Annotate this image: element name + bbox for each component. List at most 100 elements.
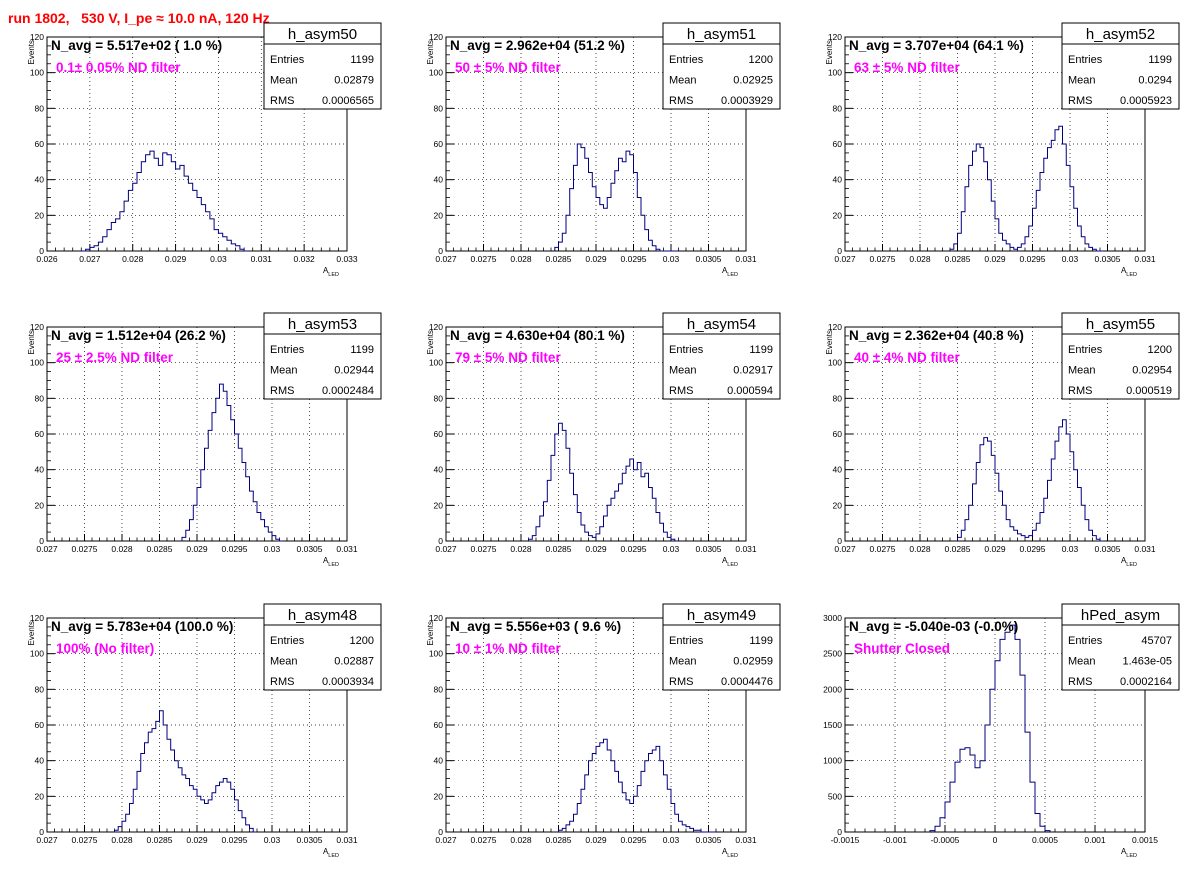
- y-tick-label: 60: [35, 139, 45, 149]
- x-tick-label: 0.027: [36, 835, 58, 845]
- stats-rms-value: 0.0003934: [322, 676, 374, 688]
- stats-title: h_asym53: [288, 316, 357, 333]
- navg-label: N_avg = 5.783e+04 (100.0 %): [51, 619, 233, 634]
- x-axis-label: ALED: [323, 556, 339, 568]
- stats-entries-value: 1199: [749, 344, 773, 356]
- stats-entries-value: 1200: [749, 54, 773, 66]
- y-tick-label: 3000: [823, 613, 842, 623]
- x-tick-label: 0: [993, 835, 998, 845]
- y-tick-label: 80: [434, 393, 444, 403]
- y-tick-label: 100: [429, 649, 443, 659]
- stats-rms-label: RMS: [1068, 385, 1092, 397]
- x-tick-label: 0.03: [264, 835, 281, 845]
- x-tick-label: 0.0275: [471, 835, 497, 845]
- stats-entries-label: Entries: [669, 344, 704, 356]
- x-tick-label: 0.0275: [471, 544, 497, 554]
- y-tick-label: 100: [429, 358, 443, 368]
- stats-entries-label: Entries: [270, 635, 305, 647]
- stats-mean-value: 0.02925: [733, 75, 773, 87]
- x-tick-label: 0.0295: [621, 835, 647, 845]
- x-tick-label: 0.0015: [1132, 835, 1158, 845]
- y-tick-label: 0: [438, 827, 443, 837]
- x-axis-label: ALED: [722, 266, 738, 278]
- main-title: run 1802, 530 V, I_pe ≈ 10.0 nA, 120 Hz: [8, 10, 270, 26]
- y-tick-label: 20: [35, 210, 45, 220]
- stats-title: h_asym49: [687, 607, 756, 624]
- filter-annotation: Shutter Closed: [854, 641, 950, 656]
- x-tick-label: 0.027: [435, 835, 457, 845]
- stats-mean-label: Mean: [1068, 75, 1096, 87]
- x-axis-label: ALED: [722, 847, 738, 859]
- y-axis-label: Events: [27, 621, 36, 645]
- x-tick-label: 0.031: [735, 544, 757, 554]
- y-tick-label: 100: [30, 68, 44, 78]
- stats-rms-value: 0.000519: [1126, 385, 1172, 397]
- y-axis-label: Events: [426, 621, 435, 645]
- filter-annotation: 63 ± 5% ND filter: [854, 60, 960, 75]
- y-tick-label: 40: [35, 465, 45, 475]
- x-tick-label: 0.0285: [546, 254, 572, 264]
- x-tick-label: 0.03: [663, 254, 680, 264]
- y-axis-label: Events: [27, 40, 36, 64]
- x-tick-label: 0.027: [79, 254, 101, 264]
- x-tick-label: 0.0295: [222, 835, 248, 845]
- x-tick-label: 0.03: [663, 544, 680, 554]
- y-tick-label: 100: [30, 649, 44, 659]
- y-tick-label: 0: [438, 536, 443, 546]
- navg-label: N_avg = 2.962e+04 (51.2 %): [450, 38, 625, 53]
- y-tick-label: 1500: [823, 720, 842, 730]
- stats-rms-label: RMS: [669, 385, 693, 397]
- navg-label: N_avg = 1.512e+04 (26.2 %): [51, 328, 226, 343]
- histogram-line: [957, 419, 1104, 542]
- stats-mean-label: Mean: [669, 656, 697, 668]
- x-axis-label: ALED: [1121, 266, 1137, 278]
- histogram-line: [949, 125, 1104, 252]
- stats-rms-value: 0.0005923: [1120, 95, 1172, 107]
- histogram-panel-h_asym48: 0.027 0.0275 0.028 0.0285 0.029 0.0295 0.03 0.0…: [27, 603, 382, 859]
- y-tick-label: 40: [434, 465, 444, 475]
- histogram-panel-h_asym49: 0.027 0.0275 0.028 0.0285 0.029 0.0295 0.03 0.0…: [426, 603, 781, 859]
- x-tick-label: 0.0275: [72, 544, 98, 554]
- y-tick-label: 80: [833, 393, 843, 403]
- stats-title: h_asym52: [1086, 26, 1155, 43]
- x-tick-label: 0.0305: [696, 544, 722, 554]
- x-tick-label: 0.027: [834, 544, 856, 554]
- y-tick-label: 120: [429, 322, 443, 332]
- stats-title: h_asym51: [687, 26, 756, 43]
- x-tick-label: 0.027: [435, 544, 457, 554]
- x-axis-label-subscript: LED: [727, 272, 738, 278]
- x-axis-label-subscript: LED: [727, 562, 738, 568]
- filter-annotation: 0.1± 0.05% ND filter: [56, 60, 181, 75]
- x-tick-label: -0.001: [883, 835, 907, 845]
- x-tick-label: 0.0295: [1020, 544, 1046, 554]
- stats-entries-label: Entries: [1068, 344, 1103, 356]
- y-tick-label: 120: [30, 322, 44, 332]
- y-tick-label: 60: [833, 139, 843, 149]
- x-tick-label: 0.029: [165, 254, 187, 264]
- x-axis-label-subscript: LED: [328, 562, 339, 568]
- x-tick-label: 0.0295: [621, 544, 647, 554]
- y-tick-label: 0: [39, 827, 44, 837]
- y-tick-label: 0: [438, 246, 443, 256]
- x-axis-label-subscript: LED: [1126, 272, 1137, 278]
- y-tick-label: 0: [837, 246, 842, 256]
- stats-mean-value: 0.0294: [1138, 75, 1172, 87]
- stats-entries-value: 1199: [1148, 54, 1172, 66]
- y-tick-label: 20: [833, 500, 843, 510]
- x-tick-label: 0.0295: [222, 544, 248, 554]
- y-axis-label: Events: [426, 330, 435, 354]
- x-tick-label: 0.031: [336, 544, 358, 554]
- navg-label: N_avg = 3.707e+04 (64.1 %): [849, 38, 1024, 53]
- x-tick-label: 0.028: [122, 254, 144, 264]
- y-tick-label: 40: [434, 756, 444, 766]
- stats-entries-value: 1200: [1148, 344, 1172, 356]
- x-tick-label: 0.03: [264, 544, 281, 554]
- x-tick-label: 0.026: [36, 254, 58, 264]
- x-tick-label: 0.029: [585, 254, 607, 264]
- y-tick-label: 80: [434, 103, 444, 113]
- y-axis-label: Events: [825, 40, 834, 64]
- y-tick-label: 20: [833, 210, 843, 220]
- y-axis-label: Events: [426, 40, 435, 64]
- y-tick-label: 120: [828, 322, 842, 332]
- histogram-line: [558, 738, 716, 833]
